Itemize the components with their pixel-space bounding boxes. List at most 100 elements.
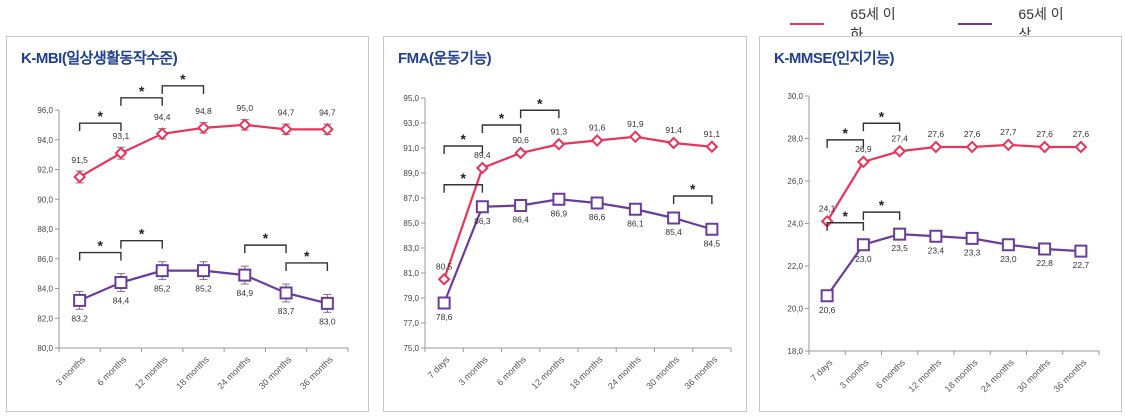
data-point-square: [820, 289, 834, 303]
x-tick-label: 12 months: [906, 357, 943, 394]
data-label: 85,2: [154, 284, 171, 294]
data-point-diamond: [475, 161, 489, 175]
significance-bracket: [443, 184, 484, 193]
x-tick-label: 36 months: [298, 354, 335, 391]
data-point-diamond: [628, 130, 642, 144]
data-point-square: [1001, 238, 1015, 252]
data-label: 91,4: [665, 125, 682, 135]
y-tick-label: 18,0: [787, 347, 803, 356]
significance-asterisk: *: [98, 238, 104, 254]
x-tick-label: 12 months: [133, 354, 170, 391]
data-point-square: [437, 296, 451, 310]
x-tick-label: 6 months: [874, 357, 908, 391]
y-tick-label: 22,0: [787, 262, 803, 271]
data-point-diamond: [856, 155, 870, 169]
significance-bracket: [862, 122, 901, 132]
data-label: 86,9: [551, 208, 568, 218]
significance-bracket: [826, 222, 865, 231]
data-point-square: [667, 211, 681, 225]
chart-title: FMA(운동기능): [398, 50, 492, 67]
data-label: 95,0: [237, 103, 254, 113]
series-line: [443, 135, 712, 280]
data-point-diamond: [1074, 140, 1088, 154]
data-point-square: [320, 296, 334, 310]
data-label: 91,5: [71, 155, 88, 165]
data-label: 84,9: [237, 288, 254, 298]
y-tick-label: 77,0: [403, 319, 419, 328]
data-label: 80,5: [436, 261, 453, 271]
data-point-square: [590, 196, 604, 210]
data-point-diamond: [437, 272, 451, 286]
data-label: 20,6: [819, 305, 836, 315]
significance-asterisk: *: [537, 95, 543, 111]
x-tick-label: 3 months: [457, 354, 491, 388]
x-tick-label: 24 months: [606, 354, 643, 391]
data-point-diamond: [320, 122, 334, 136]
x-tick-label: 3 months: [54, 354, 88, 388]
significance-asterisk: *: [304, 248, 310, 264]
data-label: 27,6: [964, 129, 981, 139]
significance-bracket: [519, 109, 560, 119]
y-tick-label: 91,0: [403, 144, 419, 153]
y-tick-label: 83,0: [403, 244, 419, 253]
y-tick-label: 75,0: [403, 344, 419, 353]
legend: 65세 이하 65세 이상: [790, 4, 1126, 44]
legend-line-over-65: [958, 23, 993, 25]
significance-asterisk: *: [690, 181, 696, 197]
data-point-diamond: [667, 136, 681, 150]
significance-bracket: [120, 97, 163, 106]
y-tick-label: 84,0: [37, 285, 53, 294]
y-tick-label: 96,0: [37, 106, 53, 115]
data-label: 91,6: [589, 123, 606, 133]
data-label: 23,5: [891, 243, 908, 253]
data-point-square: [705, 222, 719, 236]
y-tick-label: 87,0: [403, 194, 419, 203]
x-tick-label: 18 months: [174, 354, 211, 391]
chart-fma: 75,0 77,0 79,0 81,0 83,0 85,0 87,0 89,0 91,0 93,0…: [403, 94, 732, 391]
data-point-square: [238, 268, 252, 282]
y-tick-label: 95,0: [403, 94, 419, 103]
significance-asterisk: *: [139, 226, 145, 242]
data-point-square: [929, 229, 943, 243]
data-point-diamond: [514, 146, 528, 160]
data-point-diamond: [279, 122, 293, 136]
significance-asterisk: *: [139, 83, 145, 99]
data-point-diamond: [552, 137, 566, 151]
data-label: 22,7: [1073, 260, 1090, 270]
data-label: 86,4: [512, 215, 529, 225]
series-line: [826, 143, 1081, 222]
x-tick-label: 18 months: [568, 354, 605, 391]
y-tick-label: 80,0: [37, 344, 53, 353]
data-point-diamond: [238, 118, 252, 132]
significance-bracket: [826, 139, 865, 148]
x-tick-label: 3 months: [838, 357, 872, 391]
data-label: 84,4: [113, 296, 130, 306]
y-tick-label: 90,0: [37, 195, 53, 204]
chart-panel-fma: FMA(운동기능) 75,0 77,0 79,0 81,0 83,0 85,0 87,0 89…: [383, 36, 747, 412]
data-point-diamond: [114, 146, 128, 160]
y-tick-label: 79,0: [403, 294, 419, 303]
significance-bracket: [285, 262, 329, 271]
y-tick-label: 92,0: [37, 166, 53, 175]
data-label: 23,0: [855, 254, 872, 264]
data-point-diamond: [197, 121, 210, 135]
data-label: 83,0: [319, 316, 336, 326]
chart-title: K-MMSE(인지기능): [774, 50, 895, 67]
data-label: 27,7: [1000, 127, 1017, 137]
data-point-square: [856, 238, 870, 252]
data-point-square: [114, 276, 128, 290]
data-label: 94,7: [278, 107, 295, 117]
y-tick-label: 24,0: [787, 220, 803, 229]
data-point-diamond: [893, 144, 907, 158]
y-tick-label: 89,0: [403, 169, 419, 178]
x-tick-label: 30 months: [644, 354, 681, 391]
data-label: 85,4: [665, 227, 682, 237]
data-point-diamond: [590, 134, 604, 147]
significance-asterisk: *: [263, 230, 269, 246]
data-label: 94,7: [319, 107, 336, 117]
data-point-diamond: [155, 127, 169, 141]
y-tick-label: 94,0: [37, 136, 53, 145]
data-label: 24,1: [819, 203, 836, 213]
data-label: 27,4: [891, 133, 908, 143]
data-point-square: [197, 264, 210, 278]
